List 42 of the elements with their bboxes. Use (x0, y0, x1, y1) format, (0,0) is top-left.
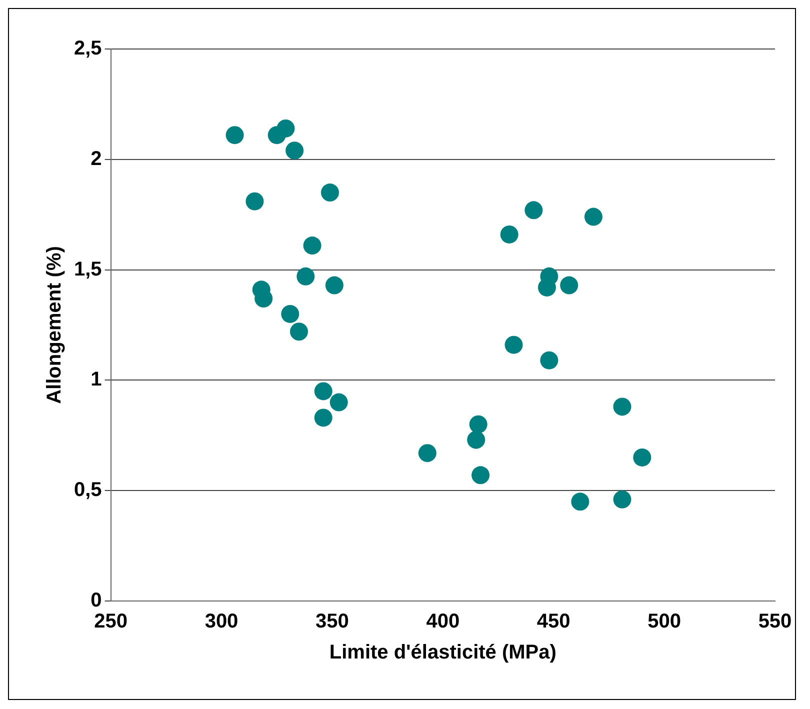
x-tick-label: 550 (758, 610, 792, 633)
point (584, 208, 602, 226)
x-tick-label: 450 (536, 610, 570, 633)
y-tick-label: 0,5 (74, 479, 102, 502)
y-tick-label: 1 (90, 368, 102, 391)
x-tick-label: 300 (204, 610, 238, 633)
point (418, 444, 436, 462)
point (613, 490, 632, 508)
point (226, 126, 244, 144)
x-tick-label: 350 (316, 610, 349, 633)
y-tick-label: 1,5 (74, 258, 102, 280)
y-tick-label: 0 (90, 590, 102, 612)
point (330, 393, 348, 412)
point (296, 267, 315, 286)
x-tick-label: 500 (648, 610, 681, 633)
point (286, 142, 304, 160)
y-tick-label: 2 (90, 148, 102, 170)
point (281, 304, 300, 323)
point (314, 382, 332, 400)
y-axis-title: Allongement (%) (44, 246, 66, 404)
point (290, 322, 308, 341)
point (314, 408, 332, 427)
point (571, 492, 590, 511)
point (246, 192, 264, 210)
point (276, 119, 295, 138)
point (500, 225, 518, 244)
point (540, 351, 558, 370)
point (303, 236, 322, 255)
point (524, 201, 543, 220)
point (472, 466, 490, 484)
x-axis-title: Limite d'élasticité (MPa) (329, 642, 556, 664)
point (633, 448, 652, 466)
point (469, 415, 488, 434)
point (325, 276, 344, 294)
point (560, 276, 578, 294)
x-tick-label: 400 (426, 610, 460, 633)
y-tick-label: 2,5 (74, 38, 102, 60)
x-tick-label: 250 (94, 610, 128, 633)
point (504, 336, 523, 354)
point (467, 430, 486, 449)
point (320, 184, 339, 202)
point (613, 398, 632, 416)
